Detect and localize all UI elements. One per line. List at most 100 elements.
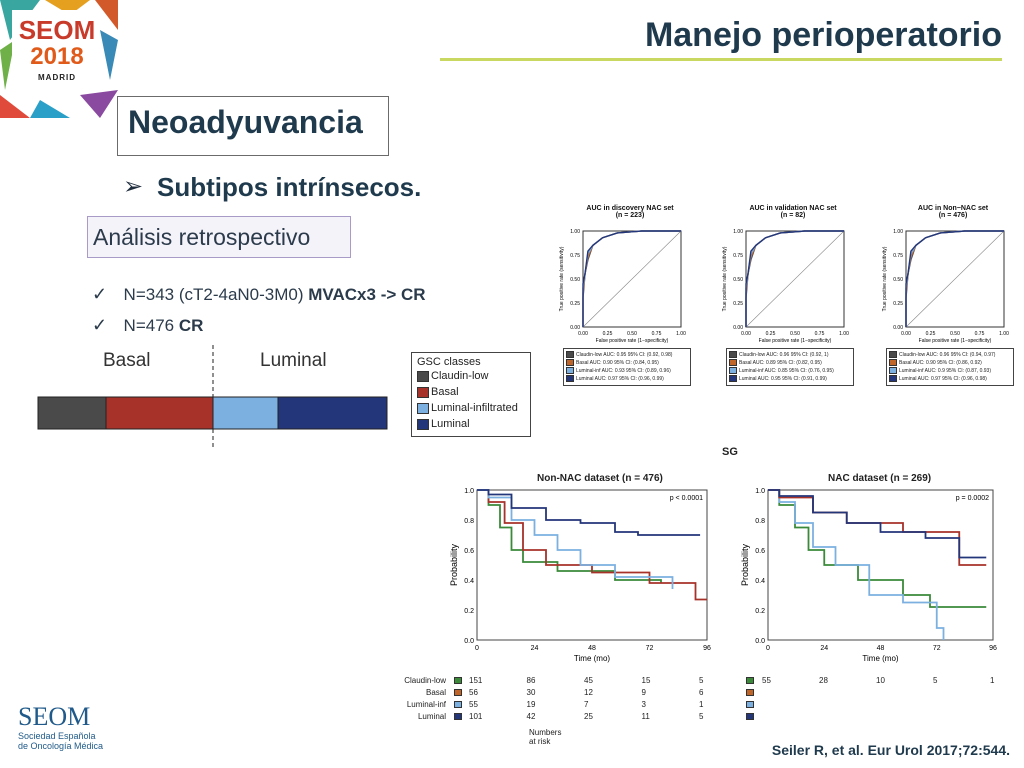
risk-value: 10 [876,676,885,685]
risk-value: 25 [584,712,593,721]
km-plot: 0.0 0.2 0.4 0.6 0.8 1.0 0 24 48 72 96 Time (mo) Prob… [740,488,997,663]
section-box [117,96,389,156]
checklist-item: ✓ N=476 CR [92,315,203,336]
arrow-bullet-icon: ➢ [123,173,144,200]
risk-value: 15 [641,676,651,685]
svg-text:1.00: 1.00 [999,331,1009,337]
svg-text:Time (mo): Time (mo) [862,654,898,663]
svg-text:48: 48 [877,645,885,652]
svg-text:1.0: 1.0 [464,488,474,495]
check-bold: CR [178,316,204,335]
risk-swatch [454,689,462,696]
svg-text:0.25: 0.25 [766,331,776,337]
check-text: N=476 CR [124,316,204,335]
bar-claudin-low [37,396,107,430]
svg-text:0.50: 0.50 [893,277,903,283]
title-underline [440,58,1002,61]
svg-text:0: 0 [766,645,770,652]
svg-text:0.50: 0.50 [950,331,960,337]
bar-luminal-infiltrated [212,396,279,430]
svg-text:0.8: 0.8 [464,518,474,525]
svg-text:0.25: 0.25 [570,301,580,307]
svg-text:1.00: 1.00 [733,229,743,235]
risk-swatch [454,713,462,720]
risk-value: 86 [526,676,536,685]
svg-text:0.00: 0.00 [570,325,580,331]
risk-value: 56 [469,688,478,697]
risk-value: 11 [641,712,650,721]
risk-value: 5 [699,712,704,721]
conference-logo [0,0,118,118]
svg-text:Time (mo): Time (mo) [574,654,610,663]
risk-value: 19 [526,700,536,709]
risk-swatch [454,677,462,684]
gsc-legend: GSC classes Claudin-low Basal Luminal-infi… [411,352,531,437]
luminal-label: Luminal [260,350,327,371]
svg-text:0.25: 0.25 [733,301,743,307]
legend-label: Luminal-infiltrated [431,402,518,414]
roc-legend-item: Basal AUC: 0.90 95% CI: (0.86, 0.92) [889,359,1011,367]
sg-label: SG [722,446,738,458]
legend-title: GSC classes [417,356,481,368]
svg-text:1.0: 1.0 [755,488,765,495]
roc-legend-item: Luminal-inf AUC: 0.9 95% CI: (0.87, 0.93… [889,367,1011,375]
risk-value: 55 [469,700,478,709]
risk-swatch [746,701,754,708]
check-prefix: N=343 (cT2-4aN0-3M0) [123,285,309,304]
svg-text:1.00: 1.00 [676,331,686,337]
bar-basal [105,396,214,430]
svg-text:0.25: 0.25 [926,331,936,337]
svg-text:0.25: 0.25 [603,331,613,337]
risk-value: 151 [469,676,483,685]
logo-city: MADRID [38,73,76,82]
gsc-bar [37,345,388,450]
svg-text:96: 96 [989,645,997,652]
km-title: NAC dataset (n = 269) [828,473,932,484]
svg-text:0.8: 0.8 [755,518,765,525]
svg-text:0.75: 0.75 [652,331,662,337]
risk-value: 6 [699,688,704,697]
svg-text:Probability: Probability [449,543,459,586]
km-plot: 0.0 0.2 0.4 0.6 0.8 1.0 0 24 48 72 96 Time (mo) Prob… [449,488,711,663]
svg-text:24: 24 [820,645,828,652]
svg-text:0.25: 0.25 [893,301,903,307]
roc-plot: 0.000.00 0.25 0.25 0.50 0.50 0.75 0.75 1.00 1.00… [559,229,686,344]
roc-legend-item: Basal AUC: 0.89 95% CI: (0.82, 0.95) [729,359,851,367]
roc-legend-item: Luminal AUC: 0.97 95% CI: (0.96, 0.98) [889,375,1011,383]
logo-brand: SEOM [18,15,96,45]
risk-value: 1 [699,700,704,709]
svg-text:0.0: 0.0 [464,638,474,645]
risk-value: 9 [641,688,646,697]
check-icon: ✓ [92,315,108,335]
roc-legend-item: Luminal AUC: 0.97 95% CI: (0.96, 0.99) [566,375,688,383]
legend-swatch [417,386,429,398]
svg-text:p < 0.0001: p < 0.0001 [670,495,703,502]
footer-sub2: de Oncología Médica [18,741,104,751]
svg-text:0.00: 0.00 [733,325,743,331]
check-prefix: N=476 [123,316,179,335]
svg-text:0.4: 0.4 [755,578,765,585]
risk-value: 101 [469,712,483,721]
roc-plot: 0.000.00 0.25 0.25 0.50 0.50 0.75 0.75 1.00 1.00… [882,229,1009,344]
svg-text:True positive rate (sensitivit: True positive rate (sensitivity) [882,246,888,311]
legend-label: Luminal [431,418,470,430]
risk-value: 3 [641,700,646,709]
svg-text:False positive rate (1−specifi: False positive rate (1−specificity) [596,338,669,344]
risk-value: 5 [699,676,704,685]
risk-value: 42 [526,712,536,721]
roc-legend-item: Claudin-low AUC: 0.96 95% CI: (0.94, 0.9… [889,351,1011,359]
roc-legend: Claudin-low AUC: 0.95 95% CI: (0.92, 0.9… [563,348,691,386]
svg-text:False positive rate (1−specifi: False positive rate (1−specificity) [759,338,832,344]
risk-swatch [746,689,754,696]
roc-legend-item: Luminal AUC: 0.95 95% CI: (0.91, 0.99) [729,375,851,383]
bar-luminal [277,396,388,430]
legend-label: Basal [431,386,459,398]
risk-value: 5 [933,676,938,685]
svg-text:0.2: 0.2 [464,608,474,615]
retro-box [87,216,351,258]
roc-plot: 0.000.00 0.25 0.25 0.50 0.50 0.75 0.75 1.00 1.00… [722,229,849,344]
svg-text:0.50: 0.50 [790,331,800,337]
legend-label: Claudin-low [431,370,489,382]
legend-item: Luminal [417,416,525,432]
km-title: Non-NAC dataset (n = 476) [537,473,663,484]
